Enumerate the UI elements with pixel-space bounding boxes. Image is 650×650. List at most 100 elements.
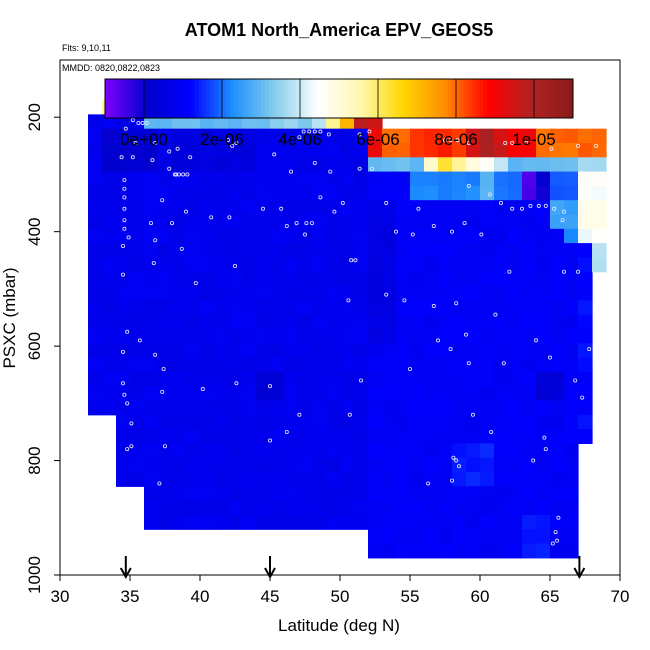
colorbar-segment xyxy=(436,79,441,118)
heatmap-cell xyxy=(144,171,159,187)
y-axis-label: PSXC (mbar) xyxy=(0,267,19,368)
heatmap-cell xyxy=(382,514,397,530)
heatmap-cell xyxy=(340,200,355,216)
heatmap-cell xyxy=(312,472,327,487)
colorbar-segment xyxy=(452,79,457,118)
heatmap-cell xyxy=(186,142,201,158)
heatmap-cell xyxy=(284,400,299,416)
heatmap-cell xyxy=(256,157,271,173)
heatmap-cell xyxy=(242,286,257,301)
observation-point xyxy=(576,269,581,274)
colorbar-segment xyxy=(537,79,543,118)
heatmap-cell xyxy=(326,414,341,430)
heatmap-cell xyxy=(382,472,397,487)
heatmap-cell xyxy=(466,500,481,516)
observation-point xyxy=(312,129,317,134)
heatmap-cell xyxy=(326,457,341,473)
observation-point xyxy=(183,209,188,214)
heatmap-cell xyxy=(410,185,425,201)
heatmap-cell xyxy=(382,529,397,545)
observation-point xyxy=(193,281,198,286)
heatmap-cell xyxy=(578,128,593,144)
heatmap-cell xyxy=(298,271,313,287)
heatmap-cell xyxy=(396,243,411,259)
heatmap-cell xyxy=(284,486,299,502)
heatmap-cell xyxy=(564,486,579,502)
colorbar-segment xyxy=(218,79,223,118)
heatmap-cell xyxy=(228,457,243,473)
colorbar-segment xyxy=(514,79,519,118)
heatmap-cell xyxy=(480,286,495,301)
observation-point xyxy=(312,160,317,165)
heatmap-cell xyxy=(284,371,299,387)
heatmap-cell xyxy=(536,472,551,487)
heatmap-cell xyxy=(284,357,299,373)
heatmap-cell xyxy=(312,400,327,416)
heatmap-cell xyxy=(214,286,229,301)
heatmap-cell xyxy=(466,271,481,287)
heatmap-cell xyxy=(326,314,341,330)
heatmap-cell xyxy=(494,214,509,230)
heatmap-cell xyxy=(228,214,243,230)
heatmap-cell xyxy=(298,243,313,259)
heatmap-cell xyxy=(158,343,173,359)
heatmap-cell xyxy=(354,371,369,387)
colorbar-segment xyxy=(385,79,391,118)
heatmap-cell xyxy=(88,328,103,344)
heatmap-cell xyxy=(382,157,397,173)
heatmap-cell xyxy=(368,157,383,173)
x-tick-label: 35 xyxy=(121,587,140,606)
heatmap-cell xyxy=(354,514,369,530)
heatmap-cell xyxy=(424,257,439,273)
heatmap-cell xyxy=(410,514,425,530)
heatmap-cell xyxy=(466,414,481,430)
heatmap-cell xyxy=(592,171,607,187)
heatmap-cell xyxy=(368,228,383,244)
heatmap-cell xyxy=(116,457,131,473)
heatmap-cell xyxy=(564,328,579,344)
heatmap-cell xyxy=(368,271,383,287)
heatmap-cell xyxy=(354,214,369,230)
heatmap-cell xyxy=(564,228,579,244)
heatmap-cell xyxy=(536,314,551,330)
heatmap-cell xyxy=(494,286,509,301)
heatmap-cell xyxy=(536,457,551,473)
heatmap-cell xyxy=(564,386,579,402)
heatmap-cell xyxy=(144,214,159,230)
heatmap-cell xyxy=(116,157,131,173)
heatmap-cell xyxy=(382,271,397,287)
heatmap-cell xyxy=(522,142,537,158)
x-tick-label: 45 xyxy=(261,587,280,606)
heatmap-cell xyxy=(214,357,229,373)
heatmap-cell xyxy=(158,457,173,473)
heatmap-cell xyxy=(578,157,593,173)
heatmap-cell xyxy=(550,243,565,259)
heatmap-cell xyxy=(326,171,341,187)
heatmap-cell xyxy=(130,286,145,301)
heatmap-cell xyxy=(438,214,453,230)
observation-point xyxy=(489,429,494,434)
x-tick-label: 70 xyxy=(611,587,630,606)
heatmap-cell xyxy=(144,457,159,473)
heatmap-cell xyxy=(508,457,523,473)
heatmap-cell xyxy=(382,414,397,430)
heatmap-cell xyxy=(116,185,131,201)
observation-point xyxy=(410,232,415,237)
heatmap-cell xyxy=(102,300,117,316)
heatmap-cell xyxy=(214,343,229,359)
heatmap-cell xyxy=(536,371,551,387)
heatmap-cell xyxy=(410,271,425,287)
heatmap-cell xyxy=(200,200,215,216)
observation-point xyxy=(151,261,156,266)
observation-point xyxy=(594,143,599,148)
heatmap-cell xyxy=(298,128,313,144)
heatmap-cell xyxy=(438,185,453,201)
heatmap-cell xyxy=(550,171,565,187)
heatmap-cell xyxy=(424,300,439,316)
heatmap-cell xyxy=(214,486,229,502)
observation-point xyxy=(185,172,190,177)
heatmap-cell xyxy=(144,472,159,487)
heatmap-cell xyxy=(564,514,579,530)
heatmap-cell xyxy=(326,286,341,301)
